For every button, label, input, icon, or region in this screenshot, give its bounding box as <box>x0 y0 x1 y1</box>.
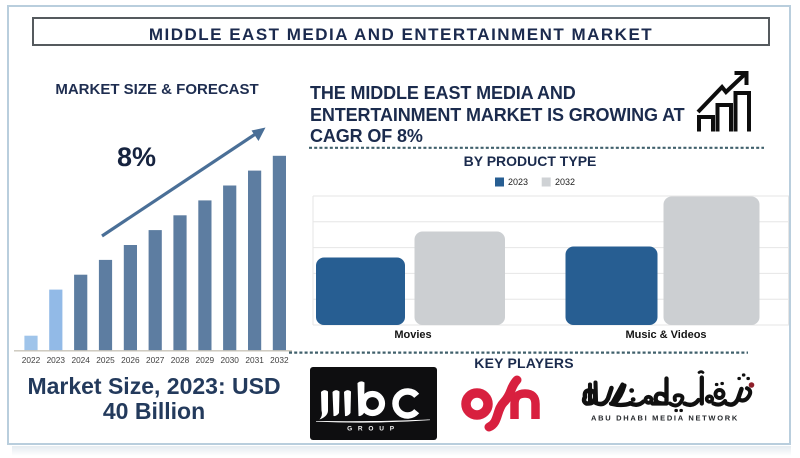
svg-text:GROUP: GROUP <box>347 426 400 433</box>
svg-text:2032: 2032 <box>270 355 289 365</box>
svg-text:2027: 2027 <box>146 355 165 365</box>
svg-text:ABU DHABI MEDIA NETWORK: ABU DHABI MEDIA NETWORK <box>591 414 739 423</box>
svg-text:2025: 2025 <box>96 355 115 365</box>
svg-text:2026: 2026 <box>121 355 140 365</box>
svg-text:Movies: Movies <box>394 329 431 341</box>
svg-text:2022: 2022 <box>22 355 41 365</box>
svg-text:2031: 2031 <box>245 355 264 365</box>
svg-text:2024: 2024 <box>71 355 90 365</box>
svg-text:Music & Videos: Music & Videos <box>625 329 706 341</box>
svg-text:2030: 2030 <box>220 355 239 365</box>
svg-text:2028: 2028 <box>171 355 190 365</box>
svg-text:2023: 2023 <box>47 355 66 365</box>
svg-text:2029: 2029 <box>196 355 215 365</box>
